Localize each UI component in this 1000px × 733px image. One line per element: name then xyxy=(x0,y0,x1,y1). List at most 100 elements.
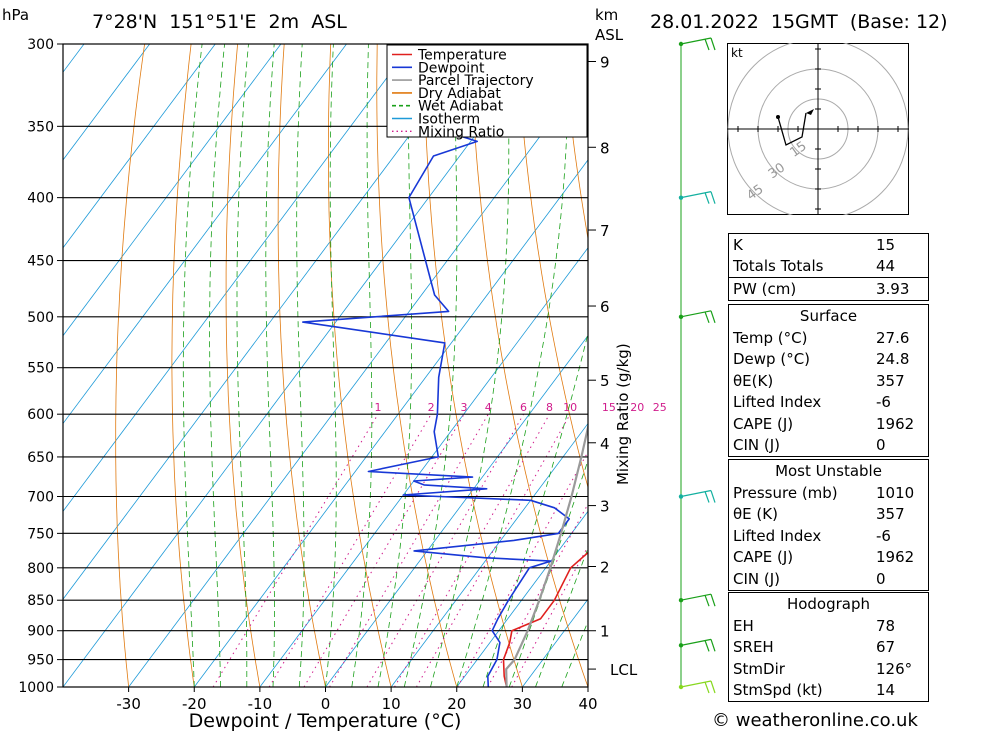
wind-barb xyxy=(678,593,716,607)
height-tick-label: 5 xyxy=(600,372,610,390)
pressure-tick-label: 900 xyxy=(27,624,54,640)
index-key: SREH xyxy=(733,638,774,657)
index-value: 27.6 xyxy=(876,328,910,347)
storm-motion-arrow xyxy=(806,109,814,115)
index-key: Lifted Index xyxy=(733,393,822,412)
index-row: Lifted Index -6 xyxy=(729,525,928,547)
index-value: 78 xyxy=(876,616,896,635)
temperature-tick-labels: -30 -20 -10 0 10 20 30 40 xyxy=(116,687,598,713)
isotherm-line xyxy=(259,247,588,687)
x-axis-label: Dewpoint / Temperature (°C) xyxy=(189,710,462,732)
isotherm-line xyxy=(63,44,544,687)
wind-barb xyxy=(678,638,716,652)
pressure-tick-label: 500 xyxy=(27,310,54,326)
temperature-tick-label: 0 xyxy=(321,695,331,713)
index-row: PW (cm) 3.93 xyxy=(729,277,928,300)
index-row: CIN (J) 0 xyxy=(729,568,928,590)
pressure-tick-labels: 300 350 400 450 500 550 600 650 700 750 800 850 900 9… xyxy=(18,37,54,696)
index-row: K 15 xyxy=(729,234,928,256)
isotherm-line xyxy=(63,44,347,425)
height-tick-label: 6 xyxy=(600,298,610,316)
pressure-tick-label: 650 xyxy=(27,450,54,466)
datetime-title: 28.01.2022 15GMT (Base: 12) xyxy=(650,11,948,33)
hodograph-trace xyxy=(777,112,807,146)
legend-label: Wet Adiabat xyxy=(418,99,504,115)
index-section-title: Most Unstable xyxy=(775,462,882,480)
index-key: Lifted Index xyxy=(733,526,822,545)
mixing-ratio-line xyxy=(511,545,588,687)
height-tick-label: 4 xyxy=(600,435,610,453)
temperature-tick-label: 40 xyxy=(578,695,597,713)
isotherm-line xyxy=(128,71,588,687)
index-value: 3.93 xyxy=(876,279,910,298)
index-value: 15 xyxy=(876,235,896,254)
temperature-tick-label: -20 xyxy=(182,695,207,713)
temperature-tick-label: 30 xyxy=(513,695,532,713)
mixing-ratio-label: 10 xyxy=(563,401,577,414)
series-line-temperature xyxy=(502,551,588,687)
mixing-ratio-label: 2 xyxy=(428,401,435,414)
hodograph: kt 15 30 45 xyxy=(727,38,909,220)
index-row: θE (K) 357 xyxy=(729,504,928,526)
pressure-tick-label: 850 xyxy=(27,593,54,609)
pressure-tick-label: 550 xyxy=(27,361,54,377)
pressure-unit-label: hPa xyxy=(2,6,29,24)
index-value: 24.8 xyxy=(876,350,910,369)
index-value: -6 xyxy=(876,393,891,412)
height-tick-label: 9 xyxy=(600,54,610,72)
index-key: Pressure (mb) xyxy=(733,483,838,502)
isotherm-line xyxy=(456,510,588,687)
index-row: SREH 67 xyxy=(729,637,928,659)
wind-barb xyxy=(678,489,716,503)
location-title: 7°28'N 151°51'E 2m ASL xyxy=(92,11,347,33)
series-line-dewpoint xyxy=(302,44,570,687)
legend-label: Isotherm xyxy=(418,112,480,128)
index-value: 357 xyxy=(876,371,905,390)
wet-adiabat-line xyxy=(430,44,510,687)
index-value: 1010 xyxy=(876,483,915,502)
index-key: EH xyxy=(733,616,754,635)
legend-label: Dewpoint xyxy=(418,60,485,76)
pressure-tick-label: 600 xyxy=(27,407,54,423)
index-row: CAPE (J) 1962 xyxy=(729,547,928,569)
mixing-ratio-label: 1 xyxy=(375,401,382,414)
indices-table-most-unstable: Most Unstable Pressure (mb) 1010 θE (K) 357 L… xyxy=(728,459,929,591)
index-row: Dewp (°C) 24.8 xyxy=(729,349,928,371)
legend-label: Temperature xyxy=(417,48,507,64)
dry-adiabat-line xyxy=(982,44,1000,687)
index-value: 0 xyxy=(876,436,886,455)
profile-series xyxy=(302,44,588,687)
pressure-tick-label: 450 xyxy=(27,254,54,270)
mixing-ratio-label: 6 xyxy=(520,401,527,414)
hodograph-unit-label: kt xyxy=(731,46,743,60)
mixing-ratio-label: 4 xyxy=(485,401,492,414)
mixing-ratio-axis-label: Mixing Ratio (g/kg) xyxy=(614,343,632,485)
index-value: 14 xyxy=(876,681,896,700)
wind-barbs xyxy=(678,37,716,694)
index-key: StmDir xyxy=(733,659,785,678)
height-tick-label: LCL xyxy=(610,661,638,679)
wind-barb xyxy=(678,37,716,51)
mixing-ratio-line xyxy=(268,413,432,687)
isotherm-line xyxy=(325,334,588,687)
index-key: CIN (J) xyxy=(733,436,781,455)
temperature-tick-label: -30 xyxy=(116,695,141,713)
height-axis: 9 8 7 6 5 4 3 2 1 LCL xyxy=(588,54,638,679)
index-value: 0 xyxy=(876,569,886,588)
isotherm-line xyxy=(193,159,588,687)
mixing-ratio-label: 3 xyxy=(461,401,468,414)
height-tick-label: 7 xyxy=(600,222,610,240)
index-value: -6 xyxy=(876,526,891,545)
mixing-ratio-labels: 1 2 3 4 6 8 10 15 20 25 xyxy=(375,401,667,414)
pressure-tick-label: 350 xyxy=(27,119,54,135)
wind-barb xyxy=(678,191,716,204)
pressure-tick-label: 1000 xyxy=(18,680,54,696)
temperature-tick-label: -10 xyxy=(248,695,273,713)
index-key: PW (cm) xyxy=(733,279,797,298)
index-value: 1962 xyxy=(876,414,915,433)
index-row: Lifted Index -6 xyxy=(729,392,928,414)
pressure-tick-label: 950 xyxy=(27,653,54,669)
mixing-ratio-line xyxy=(457,450,588,687)
